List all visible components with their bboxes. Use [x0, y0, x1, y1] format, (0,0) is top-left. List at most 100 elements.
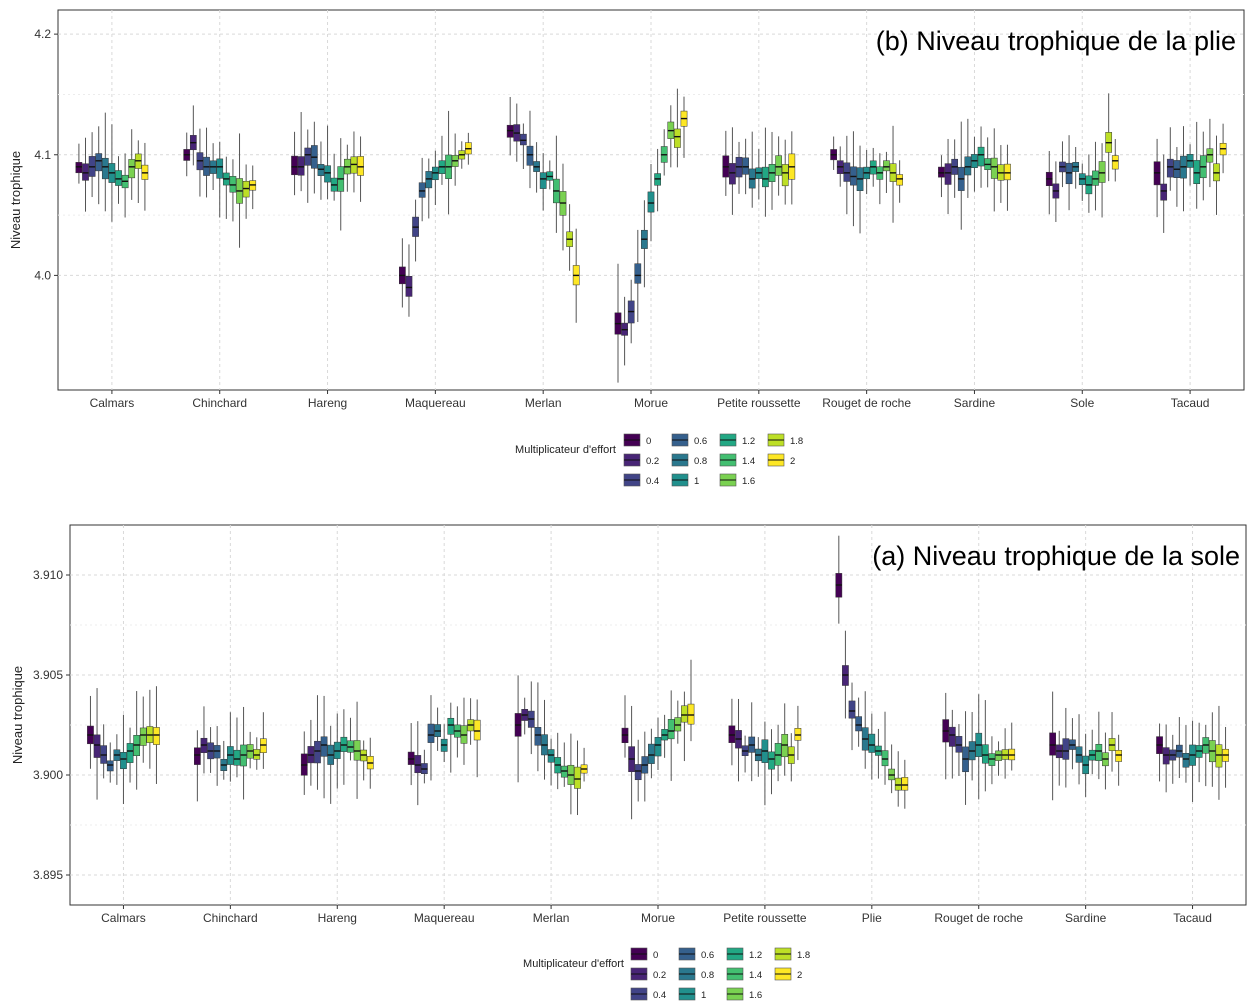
x-tick-label: Chinchard [203, 911, 258, 925]
legend-label: 1.4 [749, 970, 762, 981]
legend-label: 0.2 [653, 970, 666, 981]
box [414, 755, 422, 774]
box [425, 171, 433, 189]
box [1111, 155, 1119, 170]
plot-title: (b) Niveau trophique de la plie [876, 26, 1236, 56]
legend-label: 1.2 [742, 436, 755, 447]
box [405, 276, 413, 297]
box [547, 749, 555, 763]
box [1095, 743, 1103, 761]
legend-label: 0.4 [646, 476, 659, 487]
box [1160, 183, 1168, 201]
box [762, 166, 769, 188]
box [768, 751, 775, 770]
box [216, 158, 224, 179]
legend-label: 1.6 [749, 990, 762, 1001]
box [901, 777, 909, 791]
box [687, 703, 695, 725]
plot-plie: 4.0 4.1 4.2 Calmars Chinchard Hareng Maquereau… [8, 9, 1245, 487]
box [1049, 732, 1056, 756]
box [843, 162, 851, 182]
box [881, 750, 889, 767]
box [233, 749, 241, 766]
legend: Multiplicateur d'effort 0 0.2 0.4 0.6 0.8 1 1.2… [515, 433, 803, 487]
panel-border [69, 524, 1247, 906]
legend-title: Multiplicateur d'effort [523, 958, 624, 970]
box [855, 716, 862, 732]
x-tick-label: Rouget de roche [934, 911, 1023, 925]
box [995, 750, 1002, 761]
box [938, 166, 945, 178]
x-tick-label: Calmars [101, 911, 146, 925]
legend-label: 0.6 [701, 950, 714, 961]
box [654, 737, 662, 757]
box [948, 726, 956, 747]
y-axis-label: Niveau trophique [10, 666, 25, 764]
box [729, 163, 736, 185]
box [1206, 148, 1214, 163]
legend-label: 1.6 [742, 476, 755, 487]
box [194, 747, 201, 765]
legend-label: 1 [701, 990, 706, 1001]
box [1115, 750, 1122, 762]
box [357, 156, 364, 176]
legend-title: Multiplicateur d'effort [515, 444, 616, 456]
legend-label: 0.8 [694, 456, 707, 467]
plot-sole: 3.895 3.900 3.905 3.910 Calmars Chinchard Hare… [10, 524, 1247, 1001]
box [848, 700, 856, 719]
y-tick-label: 3.895 [33, 868, 63, 882]
box [82, 163, 89, 181]
x-tick-label: Sole [1070, 396, 1094, 410]
box [977, 146, 985, 167]
box [153, 727, 160, 745]
legend-label: 1.2 [749, 950, 762, 961]
box [944, 163, 952, 185]
box [1004, 163, 1011, 181]
x-tick-label: Merlan [533, 911, 570, 925]
legend: Multiplicateur d'effort 0 0.2 0.4 0.6 0.8 1 1.2… [523, 947, 810, 1001]
box [473, 719, 481, 741]
legend-label: 0 [653, 950, 658, 961]
box [526, 145, 534, 166]
y-tick-label: 3.905 [33, 668, 63, 682]
box [868, 733, 876, 753]
box [213, 745, 221, 759]
x-tick-label: Calmars [90, 396, 135, 410]
box [634, 764, 642, 781]
box [75, 162, 83, 174]
y-axis-label: Niveau trophique [8, 151, 23, 249]
box [320, 736, 328, 757]
x-tick-label: Rouget de roche [822, 396, 911, 410]
legend-label: 0 [646, 436, 651, 447]
box [139, 727, 147, 746]
box [291, 155, 298, 176]
box [728, 725, 736, 743]
box [324, 165, 331, 183]
box [883, 160, 890, 172]
box [990, 157, 998, 179]
box [297, 156, 305, 176]
box [101, 157, 109, 180]
box [115, 170, 122, 186]
box [95, 153, 103, 172]
x-tick-label: Morue [634, 396, 668, 410]
x-tick-label: Chinchard [192, 396, 247, 410]
box [674, 128, 681, 148]
box [520, 133, 527, 146]
y-tick-label: 3.900 [33, 768, 63, 782]
box [1098, 161, 1106, 183]
box [894, 777, 902, 791]
box [647, 191, 655, 213]
y-tick-label: 4.0 [34, 268, 51, 282]
box [534, 727, 542, 746]
x-tick-label: Tacaud [1173, 911, 1212, 925]
x-tick-label: Maquereau [414, 911, 475, 925]
box [304, 147, 312, 166]
x-tick-label: Morue [641, 911, 675, 925]
box [1182, 753, 1190, 768]
box [674, 717, 682, 732]
box [667, 719, 675, 740]
box [427, 723, 435, 743]
box [742, 157, 749, 175]
box [574, 766, 581, 789]
